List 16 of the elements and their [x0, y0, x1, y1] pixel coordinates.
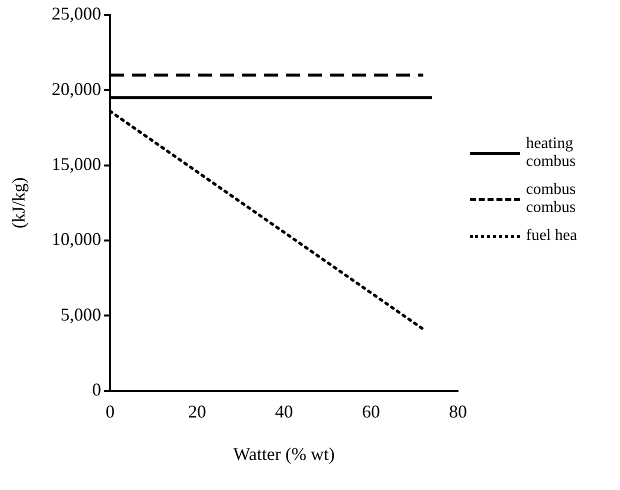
legend-label: combus combus	[526, 181, 577, 217]
x-tick-label: 0	[106, 401, 115, 422]
y-tick-label: 5,000	[60, 304, 102, 324]
x-tick-label: 20	[188, 401, 206, 422]
y-tick-label: 0	[92, 380, 102, 400]
legend-label: heating combus	[526, 135, 577, 171]
x-tick-label: 80	[449, 401, 467, 422]
x-axis-title: Watter (% wt)	[233, 444, 335, 464]
y-tick-label: 25,000	[52, 4, 102, 24]
y-tick-label: 15,000	[52, 154, 102, 174]
y-tick-label: 10,000	[52, 229, 102, 250]
y-tick-label: 20,000	[52, 78, 102, 99]
x-tick-label: 60	[362, 401, 380, 422]
x-tick-label: 40	[275, 401, 294, 422]
legend-label: fuel hea	[526, 227, 578, 245]
y-axis-title: (kJ/kg)	[8, 177, 29, 228]
